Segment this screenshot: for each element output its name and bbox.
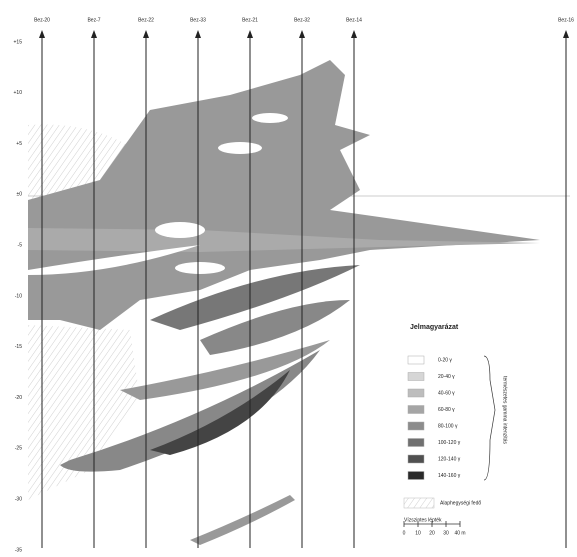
bracket-label: természetes gamma intenzitás bbox=[502, 376, 508, 444]
depth-label: -20 bbox=[15, 395, 22, 401]
well-arrow bbox=[563, 30, 569, 38]
gamma-bodies bbox=[28, 60, 540, 545]
bracket bbox=[483, 355, 496, 481]
scale-label: 30 bbox=[443, 530, 449, 536]
well-arrow bbox=[195, 30, 201, 38]
depth-label: +15 bbox=[14, 39, 23, 45]
legend-swatch bbox=[407, 454, 425, 464]
wells: Bez-20 Bez-7 Bez-22 Bez-33 Bez-21 Bez-32 Bez-1… bbox=[34, 17, 574, 548]
well-arrow bbox=[39, 30, 45, 38]
well-label: Bez-33 bbox=[190, 17, 206, 23]
depth-label: -10 bbox=[15, 293, 22, 299]
well-arrow bbox=[299, 30, 305, 38]
legend-swatch bbox=[407, 471, 425, 480]
legend-swatch bbox=[407, 388, 425, 398]
scale-label: 40 m bbox=[454, 530, 465, 536]
legend-swatch bbox=[407, 355, 425, 365]
well-label: Bez-20 bbox=[34, 17, 50, 23]
legend-label: 80-100 γ bbox=[438, 423, 458, 429]
legend-swatch bbox=[407, 438, 425, 447]
legend-label: 40-60 γ bbox=[438, 390, 455, 396]
well-arrow bbox=[91, 30, 97, 38]
legend-label: 20-40 γ bbox=[438, 374, 455, 380]
well-label: Bez-7 bbox=[87, 17, 100, 23]
scale-label: 20 bbox=[429, 530, 435, 536]
depth-axis: +15 +10 +5 ±0 -5 -10 -15 -20 -25 -30 -35 bbox=[14, 39, 23, 553]
legend-label: 120-140 γ bbox=[438, 456, 461, 462]
well-label: Bez-16 bbox=[558, 17, 574, 23]
legend-swatch bbox=[407, 421, 425, 431]
scale-bar bbox=[403, 521, 461, 527]
legend: Jelmagyarázat Alaphegységi fedő Vízszint… bbox=[403, 324, 508, 536]
legend-label: 140-160 γ bbox=[438, 473, 461, 479]
well-label: Bez-32 bbox=[294, 17, 310, 23]
scale-title: Vízszintes lépték bbox=[404, 517, 442, 523]
well-arrow bbox=[247, 30, 253, 38]
depth-label: +5 bbox=[16, 141, 22, 147]
depth-label: -25 bbox=[15, 446, 22, 452]
depth-label: -15 bbox=[15, 344, 22, 350]
legend-label: 0-20 γ bbox=[438, 357, 452, 363]
legend-swatch bbox=[407, 372, 425, 381]
depth-label: -5 bbox=[18, 243, 23, 249]
depth-label: -30 bbox=[15, 497, 22, 503]
well-label: Bez-21 bbox=[242, 17, 258, 23]
well-label: Bez-22 bbox=[138, 17, 154, 23]
depth-label: -35 bbox=[15, 547, 22, 552]
depth-label: ±0 bbox=[16, 192, 22, 198]
hatch-swatch bbox=[403, 497, 435, 509]
depth-label: +10 bbox=[14, 90, 23, 96]
well-arrow bbox=[143, 30, 149, 38]
legend-label: 100-120 γ bbox=[438, 440, 461, 446]
legend-title: Jelmagyarázat bbox=[410, 324, 459, 331]
well-label: Bez-14 bbox=[346, 17, 362, 23]
hatch-label: Alaphegységi fedő bbox=[440, 500, 481, 506]
legend-swatch bbox=[407, 405, 425, 414]
scale-label: 10 bbox=[415, 530, 421, 536]
scale-label: 0 bbox=[403, 530, 406, 536]
well-arrow bbox=[351, 30, 357, 38]
legend-label: 60-80 γ bbox=[438, 407, 455, 413]
